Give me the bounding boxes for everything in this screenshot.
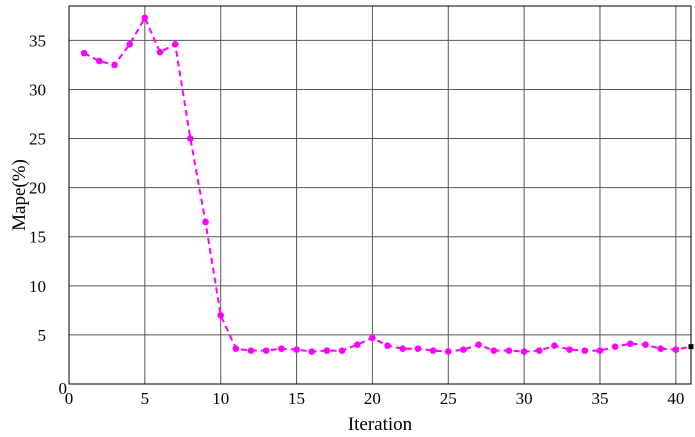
- x-tick-labels: 0 5 10 15 20 25 30 35 40: [65, 389, 685, 408]
- data-point: [672, 346, 680, 353]
- series-layer: [80, 14, 694, 355]
- y-tick-label: 25: [29, 130, 46, 149]
- data-point: [247, 347, 255, 354]
- y-tick-label: 5: [38, 326, 47, 345]
- y-axis-label: Mape(%): [9, 159, 30, 231]
- grid-lines: [69, 6, 691, 384]
- data-point: [627, 340, 634, 348]
- plot-frame: [68, 5, 692, 385]
- data-point: [642, 341, 649, 349]
- data-point: [369, 334, 376, 342]
- data-point: [262, 347, 270, 354]
- data-point: [688, 344, 694, 350]
- data-point: [171, 40, 179, 48]
- data-point: [187, 135, 194, 142]
- data-point: [460, 346, 467, 353]
- x-tick-label: 15: [288, 389, 305, 408]
- y-tick-zero: 0: [59, 379, 68, 398]
- data-point: [414, 345, 422, 352]
- x-axis-label: Iteration: [348, 414, 413, 435]
- x-tick-label: 20: [364, 389, 381, 408]
- data-point: [338, 347, 346, 354]
- data-point: [657, 345, 664, 352]
- data-point: [551, 342, 558, 350]
- x-tick-label: 0: [65, 389, 74, 408]
- data-point: [384, 342, 391, 350]
- x-tick-label: 40: [667, 389, 684, 408]
- y-tick-labels: 5 10 15 20 25 30 35: [29, 31, 46, 345]
- data-point: [566, 346, 573, 353]
- data-point: [111, 61, 118, 69]
- x-tick-label: 35: [591, 389, 608, 408]
- data-point: [232, 345, 240, 352]
- y-tick-label: 15: [29, 228, 46, 247]
- x-tick-label: 10: [212, 389, 229, 408]
- data-point: [308, 348, 316, 355]
- x-tick-label: 30: [516, 389, 533, 408]
- y-tick-label: 35: [29, 31, 46, 50]
- data-point: [323, 347, 331, 354]
- data-point: [520, 348, 528, 355]
- data-point: [80, 49, 88, 57]
- data-point: [96, 57, 103, 65]
- data-point: [293, 346, 300, 353]
- data-point: [596, 347, 604, 354]
- y-tick-label: 20: [29, 179, 46, 198]
- data-point: [156, 48, 164, 56]
- data-point: [353, 341, 361, 349]
- x-tick-label: 25: [440, 389, 457, 408]
- data-point: [126, 40, 133, 48]
- data-point: [278, 345, 285, 352]
- x-tick-label: 5: [141, 389, 150, 408]
- data-point: [535, 347, 543, 354]
- data-point: [429, 347, 437, 354]
- data-point: [217, 311, 225, 319]
- y-tick-label: 10: [29, 277, 46, 296]
- data-point: [444, 348, 452, 355]
- y-tick-label: 30: [29, 80, 46, 99]
- data-point: [475, 341, 482, 349]
- data-point: [611, 343, 619, 350]
- data-point: [141, 14, 149, 22]
- data-point: [202, 218, 209, 226]
- data-point: [399, 345, 407, 352]
- data-point: [505, 347, 513, 354]
- data-point: [581, 347, 589, 354]
- data-point: [490, 347, 498, 354]
